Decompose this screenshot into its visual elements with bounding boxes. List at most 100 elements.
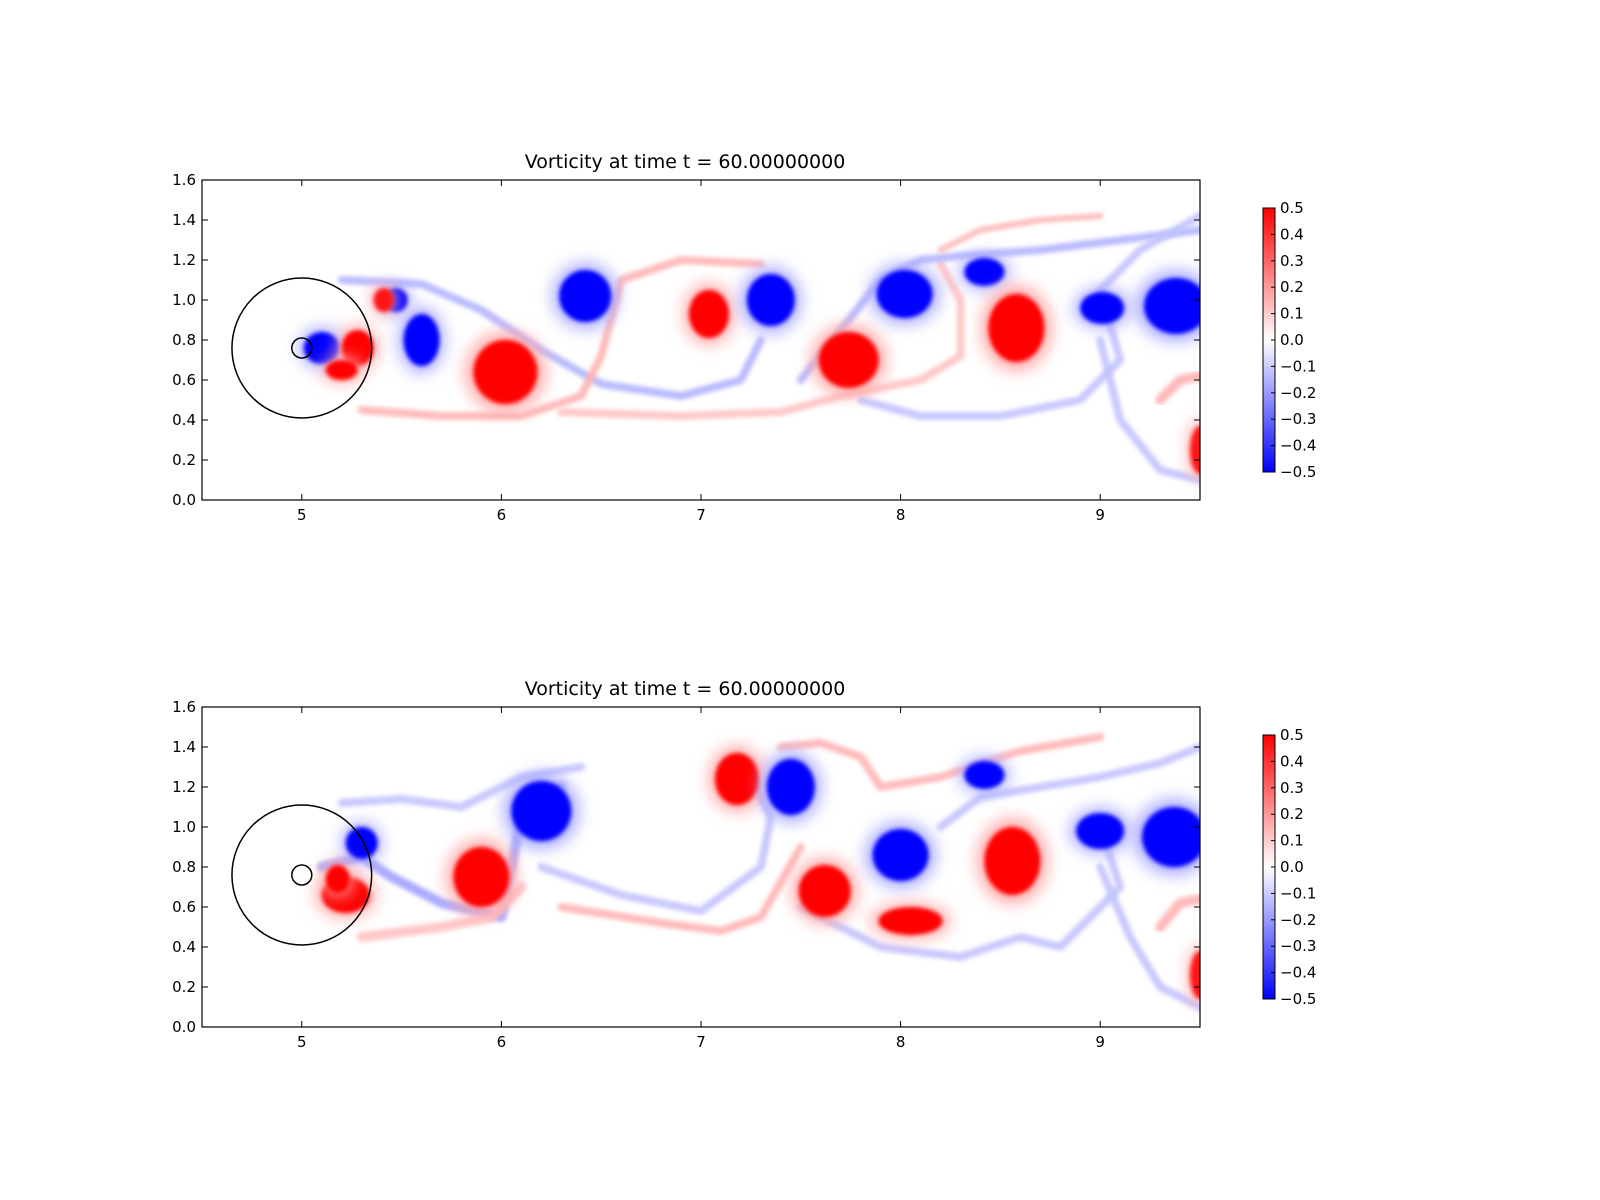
colorbar-tick-label: −0.1	[1280, 884, 1316, 902]
positive-vortex	[984, 827, 1041, 895]
vorticity-filament	[937, 213, 1104, 253]
x-tick-label: 6	[497, 1033, 507, 1051]
y-tick-label: 1.6	[172, 171, 196, 189]
y-axis-ticks: 0.0 0.2 0.4 0.6 0.8 1.0 1.2 1.4 1.6	[172, 171, 1200, 509]
negative-vortex	[559, 270, 612, 322]
vorticity-filament	[357, 256, 765, 420]
colorbar-tick-label: −0.4	[1280, 437, 1316, 455]
y-tick-label: 0.8	[172, 858, 196, 876]
y-tick-label: 0.6	[172, 898, 196, 916]
colorbar-tick-label: 0.1	[1280, 832, 1304, 850]
y-axis-ticks: 0.0 0.2 0.4 0.6 0.8 1.0 1.2 1.4 1.6	[172, 698, 1200, 1036]
y-tick-label: 1.4	[172, 738, 196, 756]
negative-vortex	[1076, 813, 1125, 849]
vorticity-field	[299, 212, 1200, 484]
positive-vortex	[325, 360, 358, 380]
y-tick-label: 0.4	[172, 411, 196, 429]
vorticity-filament	[1096, 336, 1200, 484]
x-tick-label: 5	[297, 506, 307, 524]
positive-vortex	[988, 294, 1045, 362]
positive-vortex	[689, 290, 729, 338]
colorbar-tick-label: 0.2	[1280, 805, 1304, 823]
x-axis-ticks: 5 6 7 8 9	[297, 707, 1105, 1051]
subplot-title: Vorticity at time t = 60.00000000	[525, 151, 846, 173]
colorbar: 0.5 0.4 0.3 0.2 0.1 0.0 −0.1 −0.2 −0.3 −0.4 −0.5	[1262, 199, 1316, 481]
y-tick-label: 0.2	[172, 978, 196, 996]
colorbar-ticks: 0.5 0.4 0.3 0.2 0.1 0.0 −0.1 −0.2 −0.3 −0.4 −0.5	[1271, 199, 1316, 481]
vorticity-filament	[337, 276, 765, 400]
positive-vortex	[341, 330, 374, 366]
colorbar-tick-label: 0.0	[1280, 331, 1304, 349]
positive-vortex	[818, 332, 879, 388]
negative-vortex	[872, 829, 929, 881]
negative-vortex	[303, 332, 340, 364]
negative-vortex	[746, 274, 795, 326]
cylinder-outlines	[231, 277, 373, 419]
plot-frame	[201, 706, 1201, 1028]
cylinder-circle	[291, 337, 313, 359]
cylinder-circle	[231, 277, 373, 419]
vorticity-filament	[796, 226, 1200, 384]
colorbar-ticks: 0.5 0.4 0.3 0.2 0.1 0.0 −0.1 −0.2 −0.3 −0.4 −0.5	[1271, 726, 1316, 1008]
x-tick-label: 6	[497, 506, 507, 524]
cylinder-circle	[231, 804, 373, 946]
y-tick-label: 1.2	[172, 251, 196, 269]
colorbar-tick-label: −0.5	[1280, 463, 1316, 481]
subplot-title: Vorticity at time t = 60.00000000	[525, 678, 846, 700]
vorticity-field	[315, 733, 1200, 1011]
y-tick-label: 0.8	[172, 331, 196, 349]
positive-vortex	[798, 865, 851, 917]
colorbar-tick-label: 0.4	[1280, 752, 1304, 770]
x-tick-label: 8	[896, 506, 906, 524]
y-tick-label: 0.2	[172, 451, 196, 469]
x-tick-label: 8	[896, 1033, 906, 1051]
y-tick-label: 0.4	[172, 938, 196, 956]
y-tick-label: 1.4	[172, 211, 196, 229]
negative-vortex	[1080, 292, 1125, 324]
vorticity-filament	[557, 843, 805, 935]
vorticity-filament	[1096, 863, 1200, 1011]
y-tick-label: 1.0	[172, 291, 196, 309]
colorbar-tick-label: 0.5	[1280, 199, 1304, 217]
colorbar-tick-label: −0.2	[1280, 384, 1316, 402]
positive-vortex	[373, 288, 394, 312]
x-tick-label: 7	[696, 506, 706, 524]
vorticity-filament	[796, 823, 1125, 961]
colorbar-tick-label: −0.3	[1280, 410, 1316, 428]
negative-vortex	[345, 827, 378, 859]
vorticity-filament	[537, 753, 775, 915]
y-tick-label: 1.2	[172, 778, 196, 796]
positive-vortex	[473, 340, 538, 404]
negative-vortex	[511, 781, 572, 841]
negative-vortex	[403, 314, 440, 366]
colorbar-tick-label: 0.0	[1280, 858, 1304, 876]
negative-vortex	[766, 759, 815, 815]
x-tick-label: 5	[297, 1033, 307, 1051]
positive-vortex	[1190, 426, 1200, 474]
colorbar-tick-label: −0.3	[1280, 937, 1316, 955]
vorticity-filament	[856, 212, 1200, 420]
colorbar-tick-label: 0.3	[1280, 252, 1304, 270]
x-axis-ticks: 5 6 7 8 9	[297, 180, 1105, 524]
vorticity-filament	[1155, 894, 1200, 932]
colorbar: 0.5 0.4 0.3 0.2 0.1 0.0 −0.1 −0.2 −0.3 −0.4 −0.5	[1262, 726, 1316, 1008]
x-tick-label: 9	[1095, 506, 1105, 524]
positive-vortex	[878, 907, 943, 935]
colorbar-tick-label: 0.1	[1280, 305, 1304, 323]
negative-vortex	[964, 761, 1005, 789]
colorbar-tick-label: 0.5	[1280, 726, 1304, 744]
colorbar-tick-label: 0.4	[1280, 225, 1304, 243]
vorticity-filament	[1155, 371, 1200, 405]
y-tick-label: 1.6	[172, 698, 196, 716]
y-tick-label: 0.0	[172, 491, 196, 509]
vorticity-filament	[557, 260, 965, 420]
colorbar-tick-label: 0.3	[1280, 779, 1304, 797]
cylinder-circle	[291, 864, 313, 886]
positive-vortex	[325, 865, 350, 893]
positive-vortex	[714, 753, 759, 805]
x-tick-label: 7	[696, 1033, 706, 1051]
colorbar-tick-label: 0.2	[1280, 278, 1304, 296]
x-tick-label: 9	[1095, 1033, 1105, 1051]
